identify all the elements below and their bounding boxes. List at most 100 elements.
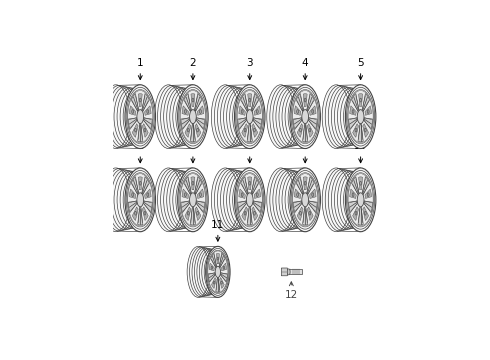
Ellipse shape — [184, 110, 186, 113]
Ellipse shape — [297, 110, 298, 113]
Polygon shape — [248, 177, 252, 190]
Ellipse shape — [128, 174, 153, 226]
Polygon shape — [216, 253, 220, 264]
Polygon shape — [254, 189, 261, 198]
Ellipse shape — [137, 110, 144, 124]
Ellipse shape — [190, 193, 196, 207]
Polygon shape — [239, 106, 245, 115]
Ellipse shape — [215, 266, 221, 278]
Polygon shape — [191, 94, 195, 107]
Ellipse shape — [345, 168, 376, 232]
Polygon shape — [363, 94, 369, 111]
Ellipse shape — [299, 211, 301, 215]
Polygon shape — [181, 118, 190, 130]
Ellipse shape — [187, 128, 189, 132]
Polygon shape — [307, 207, 313, 221]
Text: 10: 10 — [354, 141, 367, 163]
Ellipse shape — [211, 168, 240, 232]
Polygon shape — [220, 278, 224, 288]
Ellipse shape — [244, 128, 246, 132]
Ellipse shape — [367, 110, 369, 113]
Polygon shape — [191, 177, 195, 190]
Ellipse shape — [246, 110, 253, 124]
Polygon shape — [358, 208, 363, 225]
Polygon shape — [138, 177, 142, 190]
Polygon shape — [252, 124, 258, 138]
Polygon shape — [253, 201, 262, 213]
Polygon shape — [353, 124, 359, 138]
Ellipse shape — [267, 85, 295, 149]
Ellipse shape — [235, 168, 265, 232]
Ellipse shape — [192, 181, 194, 185]
Ellipse shape — [135, 128, 137, 132]
Ellipse shape — [241, 193, 243, 197]
Text: 2: 2 — [190, 58, 196, 80]
Polygon shape — [129, 189, 136, 198]
Ellipse shape — [196, 128, 198, 132]
Polygon shape — [309, 201, 317, 213]
Polygon shape — [142, 177, 149, 194]
Text: 8: 8 — [246, 141, 253, 163]
Ellipse shape — [199, 193, 201, 197]
Polygon shape — [196, 118, 205, 130]
Polygon shape — [254, 106, 261, 115]
Polygon shape — [293, 201, 302, 213]
Polygon shape — [307, 124, 313, 138]
Ellipse shape — [352, 193, 354, 197]
Ellipse shape — [302, 193, 309, 207]
FancyBboxPatch shape — [281, 268, 288, 276]
Ellipse shape — [147, 110, 148, 113]
Polygon shape — [182, 189, 189, 198]
Polygon shape — [302, 125, 308, 142]
Ellipse shape — [302, 110, 309, 124]
Ellipse shape — [187, 246, 210, 297]
Polygon shape — [143, 124, 148, 138]
Ellipse shape — [102, 85, 130, 149]
Ellipse shape — [357, 110, 364, 124]
Ellipse shape — [237, 174, 262, 226]
Ellipse shape — [348, 90, 373, 143]
Ellipse shape — [322, 85, 350, 149]
Polygon shape — [190, 125, 196, 142]
Polygon shape — [241, 177, 248, 194]
Ellipse shape — [147, 193, 148, 197]
Polygon shape — [253, 118, 262, 130]
Polygon shape — [184, 94, 191, 111]
Ellipse shape — [256, 110, 258, 113]
Ellipse shape — [178, 168, 208, 232]
Text: 11: 11 — [211, 220, 224, 241]
Polygon shape — [131, 94, 139, 111]
Polygon shape — [241, 94, 248, 111]
Ellipse shape — [223, 266, 224, 269]
Polygon shape — [251, 94, 259, 111]
Ellipse shape — [237, 90, 262, 143]
Polygon shape — [209, 263, 215, 271]
Polygon shape — [208, 273, 215, 282]
Polygon shape — [353, 207, 359, 221]
Polygon shape — [352, 177, 359, 194]
Ellipse shape — [309, 211, 311, 215]
Ellipse shape — [235, 85, 265, 149]
Polygon shape — [128, 201, 137, 213]
Polygon shape — [238, 118, 246, 130]
Polygon shape — [363, 177, 369, 194]
Ellipse shape — [125, 85, 155, 149]
Ellipse shape — [132, 110, 134, 113]
Ellipse shape — [360, 98, 362, 102]
Ellipse shape — [287, 269, 290, 275]
Polygon shape — [143, 207, 148, 221]
Text: 4: 4 — [302, 58, 309, 80]
Polygon shape — [296, 177, 303, 194]
Text: 3: 3 — [246, 58, 253, 80]
Ellipse shape — [360, 181, 362, 185]
Bar — [287, 269, 302, 274]
Ellipse shape — [132, 193, 134, 197]
Ellipse shape — [144, 211, 146, 215]
Ellipse shape — [206, 246, 230, 297]
Polygon shape — [350, 189, 356, 198]
Ellipse shape — [139, 181, 141, 185]
Polygon shape — [144, 201, 152, 213]
Polygon shape — [221, 263, 226, 271]
Ellipse shape — [137, 193, 144, 207]
Polygon shape — [252, 207, 258, 221]
